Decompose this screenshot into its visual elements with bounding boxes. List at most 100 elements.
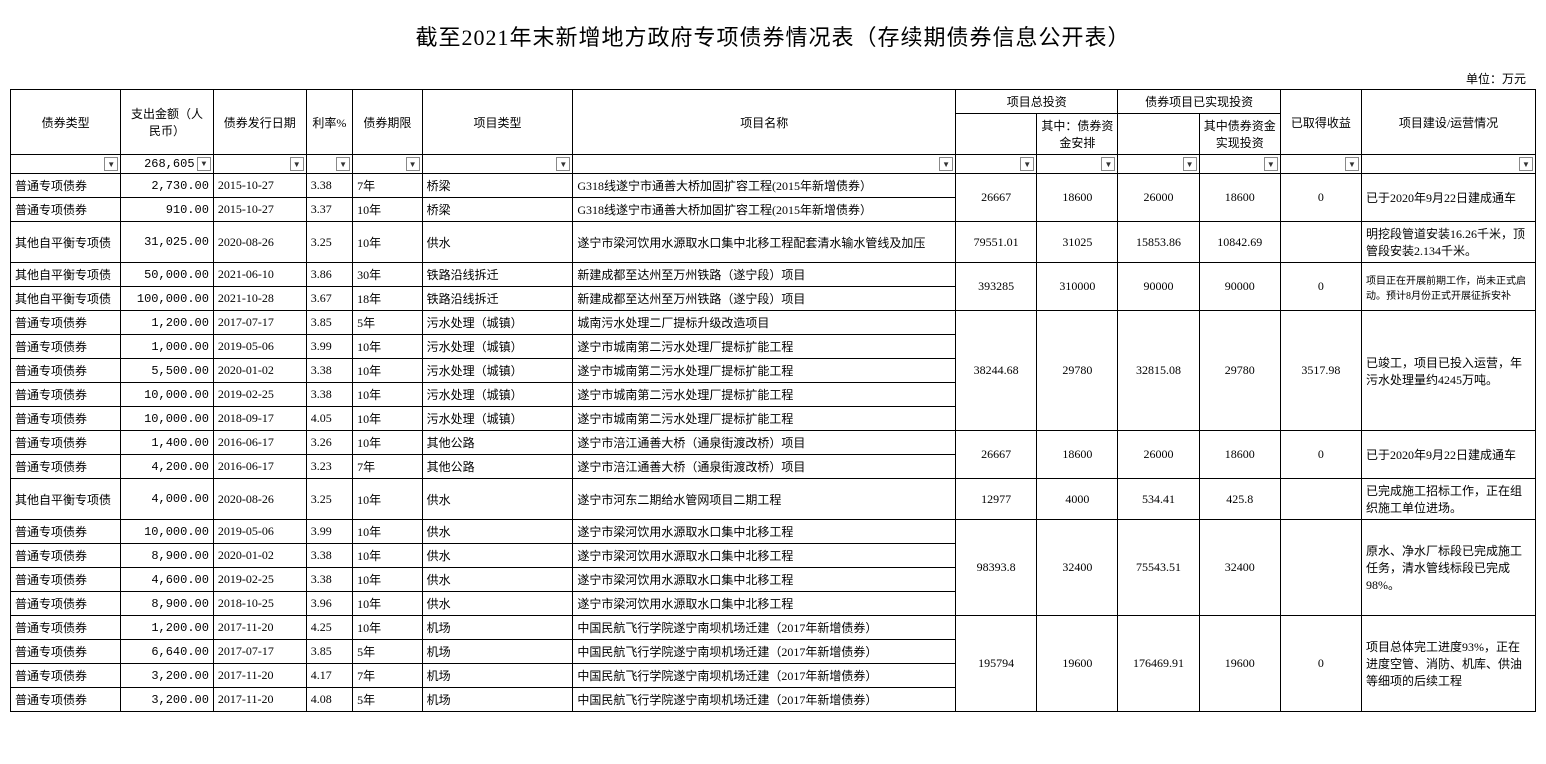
filter-cell[interactable]: [1118, 155, 1199, 174]
cell-ptype: 污水处理（城镇）: [422, 407, 573, 431]
filter-cell[interactable]: [306, 155, 352, 174]
cell-inv-4: 3517.98: [1280, 311, 1361, 431]
cell-type: 普通专项债券: [11, 640, 121, 664]
cell-amount: 100,000.00: [121, 287, 214, 311]
cell-date: 2019-02-25: [213, 383, 306, 407]
cell-inv-0: 26667: [956, 174, 1037, 222]
chevron-down-icon[interactable]: [197, 157, 211, 171]
filter-cell[interactable]: [1280, 155, 1361, 174]
cell-amount: 10,000.00: [121, 520, 214, 544]
header-real-inv-sub: 其中债券资金实现投资: [1199, 114, 1280, 155]
filter-row: 268,605.(: [11, 155, 1536, 174]
cell-inv-1: 310000: [1037, 263, 1118, 311]
cell-status: 已竣工，项目已投入运营，年污水处理量约4245万吨。: [1361, 311, 1535, 431]
chevron-down-icon[interactable]: [406, 157, 420, 171]
cell-pname: 遂宁市城南第二污水处理厂提标扩能工程: [573, 359, 956, 383]
cell-rate: 4.08: [306, 688, 352, 712]
header-bond-type: 债券类型: [11, 90, 121, 155]
cell-date: 2016-06-17: [213, 431, 306, 455]
cell-inv-3: 32400: [1199, 520, 1280, 616]
cell-rate: 3.67: [306, 287, 352, 311]
chevron-down-icon[interactable]: [336, 157, 350, 171]
cell-inv-3: 10842.69: [1199, 222, 1280, 263]
cell-pname: 新建成都至达州至万州铁路（遂宁段）项目: [573, 287, 956, 311]
cell-type: 普通专项债券: [11, 407, 121, 431]
chevron-down-icon[interactable]: [556, 157, 570, 171]
cell-date: 2020-01-02: [213, 359, 306, 383]
chevron-down-icon[interactable]: [1020, 157, 1034, 171]
cell-date: 2020-01-02: [213, 544, 306, 568]
cell-date: 2021-10-28: [213, 287, 306, 311]
cell-ptype: 其他公路: [422, 431, 573, 455]
header-real-inv-group: 债券项目已实现投资: [1118, 90, 1280, 114]
cell-term: 5年: [353, 688, 423, 712]
cell-type: 普通专项债券: [11, 616, 121, 640]
filter-total-amount[interactable]: 268,605.(: [121, 155, 214, 174]
cell-rate: 3.85: [306, 311, 352, 335]
chevron-down-icon[interactable]: [1264, 157, 1278, 171]
cell-ptype: 桥梁: [422, 198, 573, 222]
cell-amount: 1,000.00: [121, 335, 214, 359]
cell-date: 2019-05-06: [213, 335, 306, 359]
chevron-down-icon[interactable]: [1519, 157, 1533, 171]
cell-rate: 3.23: [306, 455, 352, 479]
cell-rate: 3.38: [306, 174, 352, 198]
cell-inv-4: [1280, 222, 1361, 263]
cell-inv-4: 0: [1280, 174, 1361, 222]
cell-inv-2: 26000: [1118, 431, 1199, 479]
filter-cell[interactable]: [573, 155, 956, 174]
cell-amount: 910.00: [121, 198, 214, 222]
filter-cell[interactable]: [11, 155, 121, 174]
cell-inv-0: 38244.68: [956, 311, 1037, 431]
page-title: 截至2021年末新增地方政府专项债券情况表（存续期债券信息公开表）: [10, 20, 1536, 52]
filter-cell[interactable]: [213, 155, 306, 174]
chevron-down-icon[interactable]: [939, 157, 953, 171]
cell-inv-0: 79551.01: [956, 222, 1037, 263]
cell-type: 其他自平衡专项债: [11, 287, 121, 311]
cell-ptype: 污水处理（城镇）: [422, 311, 573, 335]
cell-rate: 3.38: [306, 568, 352, 592]
cell-amount: 31,025.00: [121, 222, 214, 263]
cell-amount: 1,200.00: [121, 616, 214, 640]
cell-ptype: 机场: [422, 664, 573, 688]
cell-amount: 10,000.00: [121, 407, 214, 431]
table-row: 普通专项债券1,200.002017-07-173.855年污水处理（城镇）城南…: [11, 311, 1536, 335]
cell-inv-1: 18600: [1037, 174, 1118, 222]
cell-inv-3: 29780: [1199, 311, 1280, 431]
chevron-down-icon[interactable]: [1345, 157, 1359, 171]
cell-rate: 3.25: [306, 479, 352, 520]
cell-pname: 遂宁市城南第二污水处理厂提标扩能工程: [573, 407, 956, 431]
filter-cell[interactable]: [353, 155, 423, 174]
filter-cell[interactable]: [1199, 155, 1280, 174]
filter-cell[interactable]: [422, 155, 573, 174]
header-total-inv-blank: [956, 114, 1037, 155]
chevron-down-icon[interactable]: [1183, 157, 1197, 171]
cell-inv-1: 19600: [1037, 616, 1118, 712]
cell-date: 2020-08-26: [213, 222, 306, 263]
cell-ptype: 污水处理（城镇）: [422, 335, 573, 359]
cell-term: 10年: [353, 568, 423, 592]
filter-cell[interactable]: [956, 155, 1037, 174]
cell-term: 10年: [353, 383, 423, 407]
cell-term: 10年: [353, 407, 423, 431]
cell-pname: 遂宁市梁河饮用水源取水口集中北移工程: [573, 592, 956, 616]
chevron-down-icon[interactable]: [290, 157, 304, 171]
table-row: 其他自平衡专项债31,025.002020-08-263.2510年供水遂宁市梁…: [11, 222, 1536, 263]
cell-rate: 3.96: [306, 592, 352, 616]
cell-ptype: 污水处理（城镇）: [422, 383, 573, 407]
cell-term: 30年: [353, 263, 423, 287]
filter-cell[interactable]: [1037, 155, 1118, 174]
cell-amount: 1,400.00: [121, 431, 214, 455]
filter-cell[interactable]: [1361, 155, 1535, 174]
cell-pname: 中国民航飞行学院遂宁南坝机场迁建（2017年新增债券）: [573, 640, 956, 664]
cell-term: 10年: [353, 616, 423, 640]
cell-rate: 3.99: [306, 335, 352, 359]
chevron-down-icon[interactable]: [104, 157, 118, 171]
cell-inv-0: 393285: [956, 263, 1037, 311]
header-proj-type: 项目类型: [422, 90, 573, 155]
cell-date: 2021-06-10: [213, 263, 306, 287]
cell-rate: 3.25: [306, 222, 352, 263]
cell-pname: 中国民航飞行学院遂宁南坝机场迁建（2017年新增债券）: [573, 616, 956, 640]
cell-date: 2017-07-17: [213, 640, 306, 664]
chevron-down-icon[interactable]: [1101, 157, 1115, 171]
